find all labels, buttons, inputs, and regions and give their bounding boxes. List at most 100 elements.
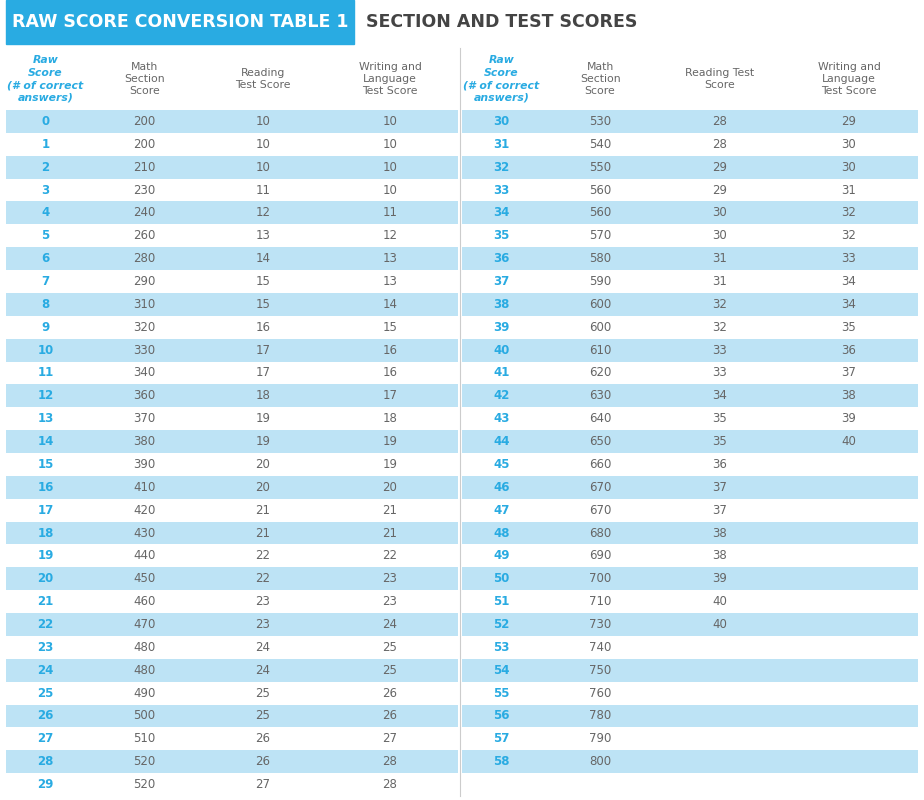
Text: 22: 22: [383, 550, 397, 562]
Bar: [462, 658, 918, 682]
Text: 29: 29: [842, 115, 857, 128]
Bar: [6, 430, 458, 453]
Text: 340: 340: [133, 366, 155, 379]
Text: 490: 490: [133, 686, 155, 699]
Text: 35: 35: [712, 435, 727, 448]
Text: 23: 23: [255, 595, 270, 608]
Text: 37: 37: [493, 275, 510, 288]
Text: 410: 410: [133, 481, 155, 494]
Bar: [462, 545, 918, 567]
Bar: [6, 110, 458, 133]
Text: 32: 32: [712, 298, 727, 311]
Text: 560: 560: [589, 206, 612, 219]
Text: 510: 510: [133, 732, 155, 746]
Bar: [6, 773, 458, 796]
Text: 56: 56: [493, 710, 510, 722]
Text: 450: 450: [133, 572, 155, 586]
Bar: [462, 156, 918, 178]
Text: 25: 25: [37, 686, 54, 699]
Text: 42: 42: [493, 390, 510, 402]
Text: 33: 33: [842, 252, 857, 265]
Text: 480: 480: [133, 664, 155, 677]
Text: 470: 470: [133, 618, 155, 631]
Bar: [462, 178, 918, 202]
Text: 600: 600: [589, 321, 612, 334]
Text: 280: 280: [133, 252, 155, 265]
Text: 25: 25: [383, 664, 397, 677]
Text: 36: 36: [712, 458, 727, 471]
Text: 49: 49: [493, 550, 510, 562]
Bar: [6, 316, 458, 338]
Text: 28: 28: [383, 778, 397, 791]
Text: 17: 17: [37, 504, 54, 517]
Bar: [462, 202, 918, 224]
Bar: [462, 567, 918, 590]
Bar: [462, 224, 918, 247]
Text: 37: 37: [842, 366, 857, 379]
Text: 240: 240: [133, 206, 155, 219]
Text: 13: 13: [383, 275, 397, 288]
Text: Writing and
Language
Test Score: Writing and Language Test Score: [359, 62, 421, 96]
Text: 45: 45: [493, 458, 510, 471]
Text: 690: 690: [589, 550, 612, 562]
Text: 11: 11: [383, 206, 397, 219]
Bar: [6, 202, 458, 224]
Text: 200: 200: [133, 115, 155, 128]
Text: 380: 380: [133, 435, 155, 448]
Text: 10: 10: [383, 183, 397, 197]
Bar: [6, 384, 458, 407]
Text: 32: 32: [493, 161, 510, 174]
Bar: [462, 773, 918, 796]
Text: 43: 43: [493, 412, 510, 426]
Text: 26: 26: [383, 686, 397, 699]
Text: 640: 640: [589, 412, 612, 426]
Text: 22: 22: [255, 550, 270, 562]
Text: Math
Section
Score: Math Section Score: [124, 62, 164, 96]
Text: 730: 730: [589, 618, 612, 631]
Bar: [462, 247, 918, 270]
Text: 460: 460: [133, 595, 155, 608]
Bar: [6, 453, 458, 476]
Bar: [462, 407, 918, 430]
Text: 10: 10: [383, 115, 397, 128]
Text: 19: 19: [383, 435, 397, 448]
Bar: [6, 636, 458, 659]
Bar: [6, 293, 458, 316]
Text: Math
Section
Score: Math Section Score: [579, 62, 620, 96]
Text: 7: 7: [42, 275, 50, 288]
Text: 440: 440: [133, 550, 155, 562]
Text: RAW SCORE CONVERSION TABLE 1: RAW SCORE CONVERSION TABLE 1: [12, 13, 348, 31]
Text: 10: 10: [255, 115, 270, 128]
Text: 200: 200: [133, 138, 155, 151]
Bar: [6, 338, 458, 362]
Bar: [6, 224, 458, 247]
Text: 19: 19: [255, 435, 270, 448]
Bar: [6, 727, 458, 750]
Text: 660: 660: [589, 458, 612, 471]
Bar: [462, 270, 918, 293]
Bar: [6, 750, 458, 773]
Text: 18: 18: [383, 412, 397, 426]
Text: 26: 26: [383, 710, 397, 722]
Text: 370: 370: [133, 412, 155, 426]
Bar: [462, 316, 918, 338]
Text: 41: 41: [493, 366, 510, 379]
Text: 610: 610: [589, 344, 612, 357]
Text: 28: 28: [712, 138, 727, 151]
Text: 650: 650: [589, 435, 612, 448]
Text: 26: 26: [255, 732, 270, 746]
Text: 260: 260: [133, 230, 155, 242]
Text: Reading Test
Score: Reading Test Score: [685, 68, 754, 90]
Text: 31: 31: [842, 183, 857, 197]
Text: 5: 5: [42, 230, 50, 242]
Text: 29: 29: [37, 778, 54, 791]
Text: 790: 790: [589, 732, 612, 746]
Text: 12: 12: [255, 206, 270, 219]
Text: 330: 330: [133, 344, 155, 357]
Text: 38: 38: [712, 526, 727, 539]
Text: 38: 38: [493, 298, 510, 311]
Text: 420: 420: [133, 504, 155, 517]
Text: 21: 21: [383, 504, 397, 517]
Text: 19: 19: [383, 458, 397, 471]
Text: 50: 50: [493, 572, 510, 586]
